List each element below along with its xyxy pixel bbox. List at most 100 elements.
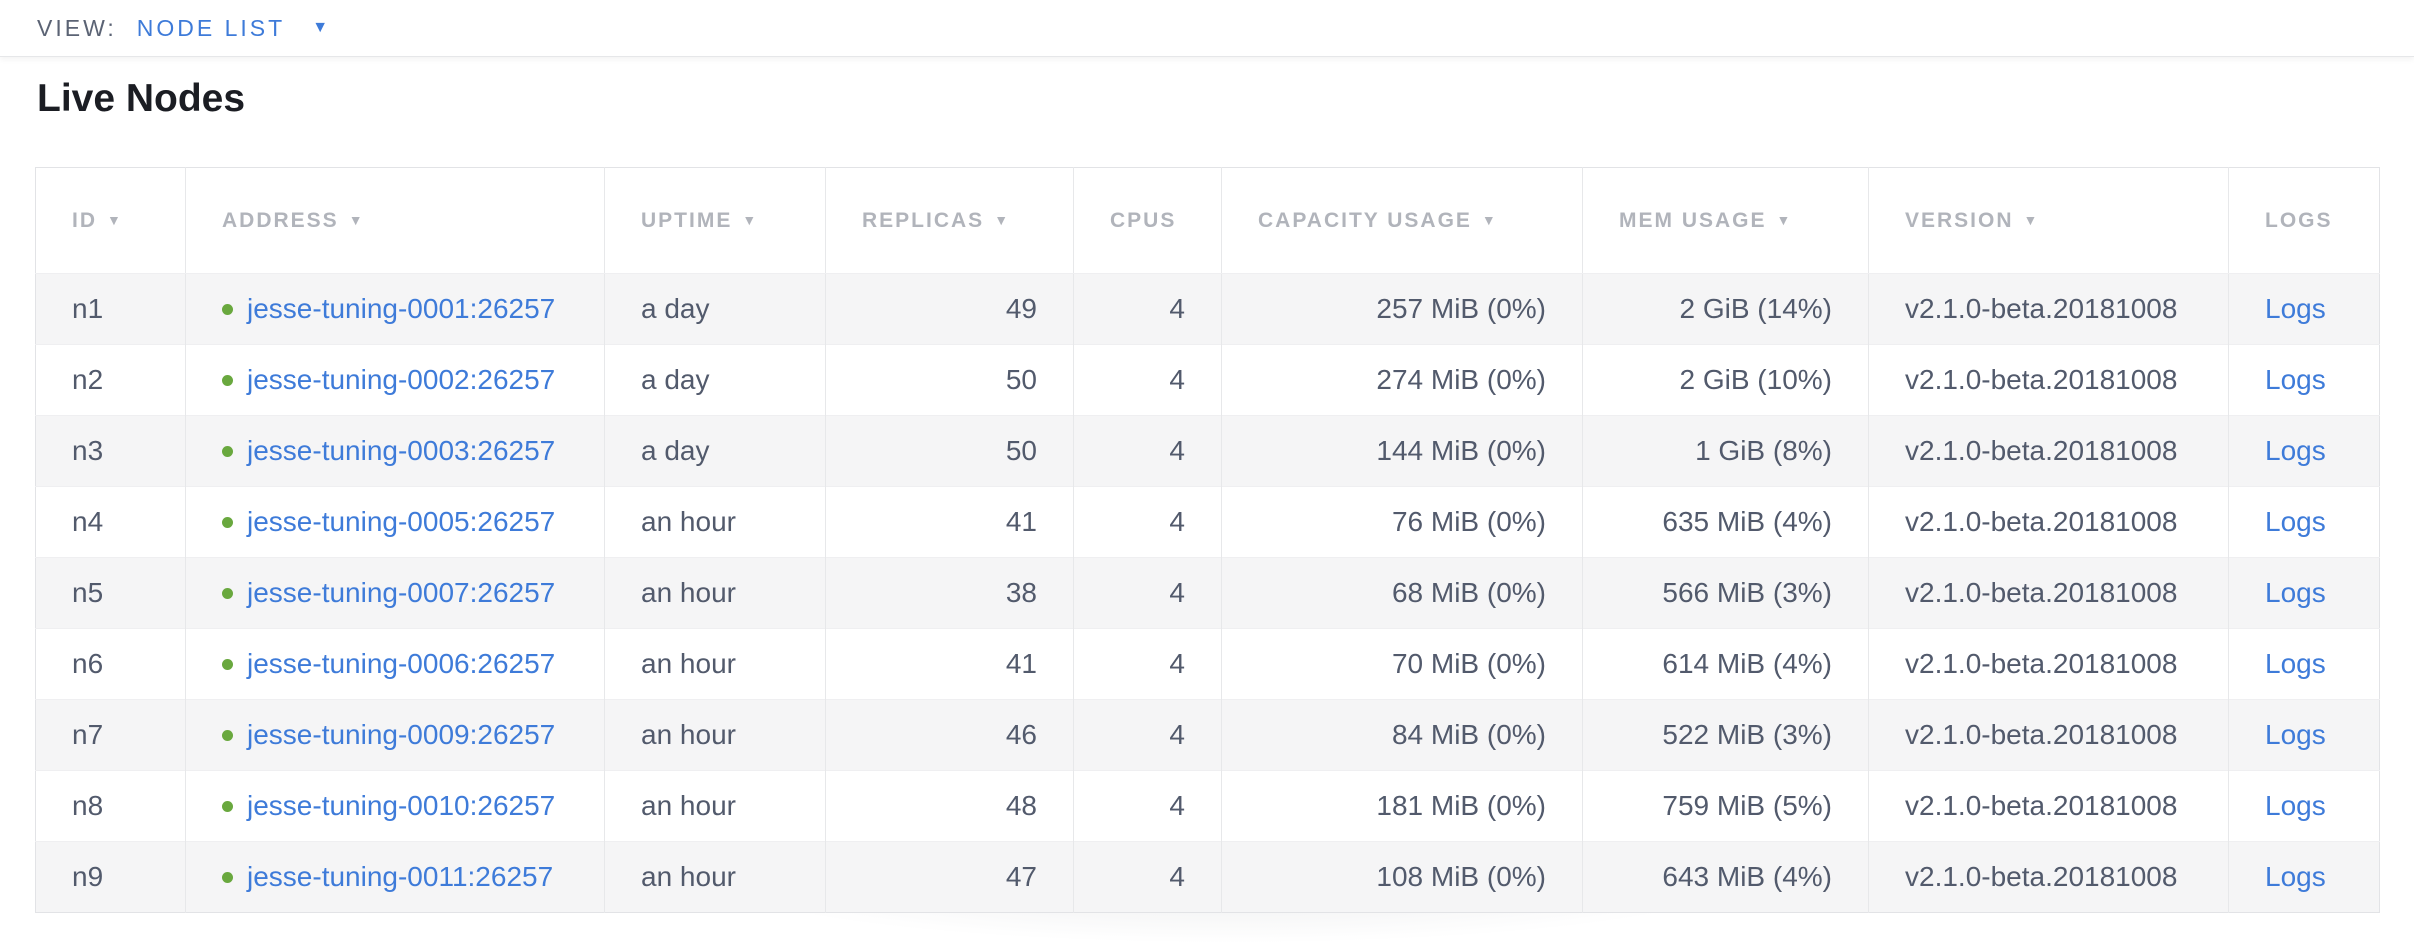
node-logs-link[interactable]: Logs <box>2265 861 2326 892</box>
node-logs-link[interactable]: Logs <box>2265 435 2326 466</box>
sort-arrow-icon: ▼ <box>107 211 123 228</box>
cell-cpus: 4 <box>1073 770 1222 842</box>
column-label: MEM USAGE <box>1619 208 1767 232</box>
cell-replicas: 50 <box>825 344 1074 416</box>
node-health-dot-icon <box>222 872 233 883</box>
cell-capacity: 144 MiB (0%) <box>1221 415 1583 487</box>
cell-id: n4 <box>35 486 186 558</box>
column-label: REPLICAS <box>862 208 985 232</box>
sort-arrow-icon: ▼ <box>1481 211 1498 228</box>
column-header-id[interactable]: ID ▼ <box>35 167 186 274</box>
cell-cpus: 4 <box>1073 628 1222 700</box>
column-header-cpus: CPUS <box>1073 167 1222 274</box>
cell-replicas: 50 <box>825 415 1074 487</box>
chevron-down-icon: ▼ <box>312 19 329 36</box>
cell-address: jesse-tuning-0006:26257 <box>185 628 605 700</box>
node-address-link[interactable]: jesse-tuning-0011:26257 <box>247 861 554 892</box>
sort-arrow-icon: ▼ <box>742 211 759 228</box>
node-address-link[interactable]: jesse-tuning-0007:26257 <box>247 577 556 608</box>
node-address-link[interactable]: jesse-tuning-0002:26257 <box>247 364 556 395</box>
cell-address: jesse-tuning-0005:26257 <box>185 486 605 558</box>
cell-address: jesse-tuning-0001:26257 <box>185 273 605 345</box>
table-header: ID ▼ ADDRESS ▼ UPTIME ▼ REPLICAS ▼ CPUS CAPACITY … <box>35 167 2380 274</box>
cell-uptime: an hour <box>604 841 826 913</box>
cell-address: jesse-tuning-0009:26257 <box>185 699 605 771</box>
cell-version: v2.1.0-beta.20181008 <box>1868 557 2229 629</box>
node-health-dot-icon <box>222 730 233 741</box>
cell-cpus: 4 <box>1073 486 1222 558</box>
node-row-n7: n7 jesse-tuning-0009:26257 an hour 46 4 84 Mi… <box>35 699 2380 771</box>
view-label: VIEW: <box>37 14 117 41</box>
sort-arrow-icon: ▼ <box>994 211 1011 228</box>
cell-capacity: 84 MiB (0%) <box>1221 699 1583 771</box>
column-header-mem[interactable]: MEM USAGE ▼ <box>1582 167 1869 274</box>
cell-uptime: an hour <box>604 486 826 558</box>
cell-cpus: 4 <box>1073 415 1222 487</box>
cell-mem: 1 GiB (8%) <box>1582 415 1869 487</box>
node-health-dot-icon <box>222 517 233 528</box>
column-header-capacity[interactable]: CAPACITY USAGE ▼ <box>1221 167 1583 274</box>
cell-version: v2.1.0-beta.20181008 <box>1868 770 2229 842</box>
node-address-link[interactable]: jesse-tuning-0009:26257 <box>247 719 556 750</box>
cell-uptime: a day <box>604 415 826 487</box>
cell-cpus: 4 <box>1073 273 1222 345</box>
node-row-n3: n3 jesse-tuning-0003:26257 a day 50 4 144 MiB… <box>35 415 2380 487</box>
cell-cpus: 4 <box>1073 699 1222 771</box>
cell-id: n8 <box>35 770 186 842</box>
column-header-replicas[interactable]: REPLICAS ▼ <box>825 167 1074 274</box>
cell-id: n1 <box>35 273 186 345</box>
column-header-address[interactable]: ADDRESS ▼ <box>185 167 605 274</box>
node-health-dot-icon <box>222 375 233 386</box>
view-selected-value: NODE LIST <box>136 14 286 41</box>
cell-version: v2.1.0-beta.20181008 <box>1868 841 2229 913</box>
cell-replicas: 49 <box>825 273 1074 345</box>
node-logs-link[interactable]: Logs <box>2265 790 2326 821</box>
table-header-row: ID ▼ ADDRESS ▼ UPTIME ▼ REPLICAS ▼ CPUS CAPACITY … <box>35 167 2380 274</box>
node-logs-link[interactable]: Logs <box>2265 719 2326 750</box>
cell-id: n9 <box>35 841 186 913</box>
node-logs-link[interactable]: Logs <box>2265 577 2326 608</box>
node-logs-link[interactable]: Logs <box>2265 364 2326 395</box>
cell-logs: Logs <box>2228 344 2380 416</box>
cell-replicas: 41 <box>825 486 1074 558</box>
node-row-n9: n9 jesse-tuning-0011:26257 an hour 47 4 108 M… <box>35 841 2380 913</box>
node-health-dot-icon <box>222 588 233 599</box>
column-label: ADDRESS <box>222 208 339 232</box>
node-address-link[interactable]: jesse-tuning-0010:26257 <box>247 790 556 821</box>
cell-logs: Logs <box>2228 557 2380 629</box>
cell-cpus: 4 <box>1073 344 1222 416</box>
table-body: n1 jesse-tuning-0001:26257 a day 49 4 257 MiB… <box>35 273 2380 913</box>
node-logs-link[interactable]: Logs <box>2265 648 2326 679</box>
column-header-version[interactable]: VERSION ▼ <box>1868 167 2229 274</box>
column-label: CPUS <box>1110 208 1177 232</box>
cell-capacity: 181 MiB (0%) <box>1221 770 1583 842</box>
node-address-link[interactable]: jesse-tuning-0003:26257 <box>247 435 556 466</box>
cell-address: jesse-tuning-0011:26257 <box>185 841 605 913</box>
cell-replicas: 48 <box>825 770 1074 842</box>
column-header-uptime[interactable]: UPTIME ▼ <box>604 167 826 274</box>
view-selector-dropdown[interactable]: NODE LIST ▼ <box>137 15 328 42</box>
sort-arrow-icon: ▼ <box>348 211 365 228</box>
node-row-n6: n6 jesse-tuning-0006:26257 an hour 41 4 70 Mi… <box>35 628 2380 700</box>
cell-capacity: 76 MiB (0%) <box>1221 486 1583 558</box>
cell-uptime: an hour <box>604 628 826 700</box>
cell-version: v2.1.0-beta.20181008 <box>1868 628 2229 700</box>
node-health-dot-icon <box>222 659 233 670</box>
cell-capacity: 257 MiB (0%) <box>1221 273 1583 345</box>
node-address-link[interactable]: jesse-tuning-0006:26257 <box>247 648 556 679</box>
cell-version: v2.1.0-beta.20181008 <box>1868 415 2229 487</box>
node-address-link[interactable]: jesse-tuning-0005:26257 <box>247 506 556 537</box>
node-logs-link[interactable]: Logs <box>2265 506 2326 537</box>
node-logs-link[interactable]: Logs <box>2265 293 2326 324</box>
cell-replicas: 47 <box>825 841 1074 913</box>
node-address-link[interactable]: jesse-tuning-0001:26257 <box>247 293 556 324</box>
cell-capacity: 68 MiB (0%) <box>1221 557 1583 629</box>
column-header-logs: LOGS <box>2228 167 2380 274</box>
cell-version: v2.1.0-beta.20181008 <box>1868 486 2229 558</box>
cell-cpus: 4 <box>1073 841 1222 913</box>
cell-replicas: 38 <box>825 557 1074 629</box>
cell-logs: Logs <box>2228 273 2380 345</box>
node-health-dot-icon <box>222 446 233 457</box>
cell-logs: Logs <box>2228 486 2380 558</box>
cell-capacity: 274 MiB (0%) <box>1221 344 1583 416</box>
